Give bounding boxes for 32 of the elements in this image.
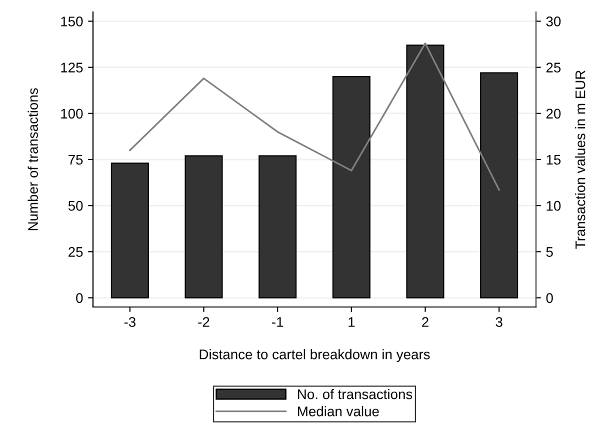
y2-tick-label: 20: [546, 108, 561, 119]
y-tick-label: 0: [76, 293, 83, 303]
y2-tick-label: 10: [546, 200, 561, 211]
bar: [110, 162, 149, 298]
x-tick-label: -2: [198, 317, 210, 327]
x-axis-title: Distance to cartel breakdown in years: [200, 349, 430, 362]
bar: [406, 44, 444, 298]
y2-axis-title: Transaction values in m EUR: [575, 70, 586, 249]
y2-tick-label: 0: [546, 293, 553, 303]
y-tick-label: 50: [68, 200, 83, 211]
bar: [258, 155, 297, 298]
x-tick-label: 3: [496, 317, 502, 327]
y-tick-label: 25: [68, 247, 83, 257]
x-tick-label: 2: [422, 317, 428, 327]
y-tick-label: 75: [68, 154, 83, 165]
bar: [184, 155, 223, 298]
y-axis-title: Number of transactions: [28, 88, 38, 230]
y2-tick-label: 5: [546, 247, 553, 257]
bar: [332, 76, 370, 298]
y2-tick-label: 15: [546, 154, 561, 165]
y2-tick-label: 30: [546, 16, 561, 26]
x-tick-label: 1: [348, 317, 355, 327]
y2-tick-label: 25: [546, 62, 561, 72]
x-tick-label: -3: [124, 317, 136, 327]
x-tick-label: -1: [272, 317, 284, 327]
y-tick-label: 125: [61, 62, 83, 72]
legend-label: Median value: [298, 406, 379, 416]
line-series: [129, 42, 500, 191]
y-tick-label: 100: [61, 108, 83, 119]
y-tick-label: 150: [61, 16, 83, 26]
bar: [480, 72, 518, 298]
legend-label: No. of transactions: [298, 388, 412, 400]
